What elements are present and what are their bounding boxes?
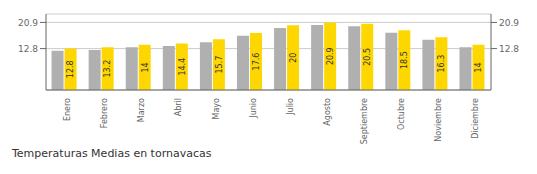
svg-text:Marzo: Marzo	[137, 98, 146, 122]
html-text:Temperaturas Medias en tornava: Temperaturas Medias en tornavacas	[12, 147, 212, 160]
svg-text:Abril: Abril	[174, 98, 183, 116]
svg-text:Diciembre: Diciembre	[471, 98, 480, 139]
svg-text:Julio: Julio	[286, 98, 295, 116]
svg-text:Agosto: Agosto	[323, 98, 332, 126]
svg-text:20.9: 20.9	[18, 18, 38, 28]
svg-text:Junio: Junio	[249, 98, 258, 119]
svg-text:Enero: Enero	[63, 98, 72, 121]
svg-text:16.3: 16.3	[437, 55, 446, 73]
svg-text:Octubre: Octubre	[397, 98, 406, 130]
svg-text:Mayo: Mayo	[212, 98, 221, 120]
svg-text:12.8: 12.8	[66, 60, 75, 78]
svg-text:15.7: 15.7	[215, 56, 224, 74]
svg-text:Noviembre: Noviembre	[434, 98, 443, 142]
svg-text:Septiembre: Septiembre	[360, 98, 369, 144]
svg-text:12.8: 12.8	[499, 44, 519, 54]
svg-text:20: 20	[289, 53, 298, 63]
svg-text:18.5: 18.5	[400, 51, 409, 69]
svg-text:17.6: 17.6	[252, 53, 261, 71]
svg-text:20.9: 20.9	[326, 47, 335, 65]
svg-text:Febrero: Febrero	[100, 98, 109, 128]
svg-text:13.2: 13.2	[103, 60, 112, 78]
svg-text:14: 14	[474, 62, 483, 72]
svg-text:14.4: 14.4	[178, 58, 187, 76]
svg-text:12.8: 12.8	[18, 44, 38, 54]
svg-text:20.9: 20.9	[499, 18, 519, 28]
svg-text:14: 14	[141, 62, 150, 72]
svg-text:20.5: 20.5	[363, 48, 372, 66]
